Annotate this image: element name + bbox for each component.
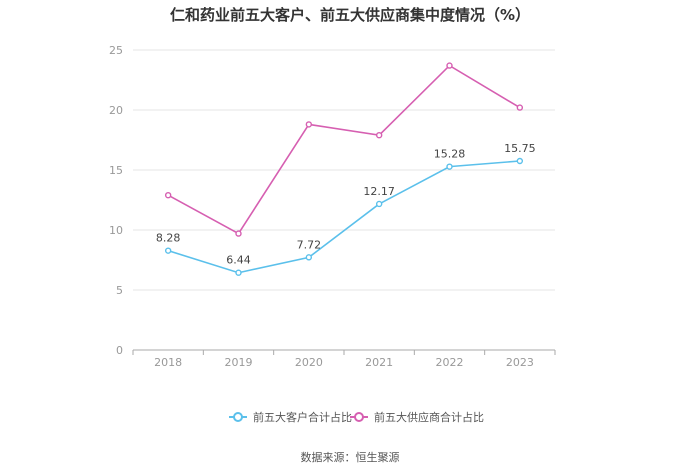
y-tick-label: 0 (116, 344, 123, 357)
x-tick-label: 2019 (225, 356, 253, 369)
legend-marker-0 (233, 412, 243, 422)
grid (133, 49, 555, 291)
x-tick-label: 2022 (436, 356, 464, 369)
y-tick-label: 25 (109, 44, 123, 57)
data-point (446, 163, 453, 170)
x-tick-label: 2020 (295, 356, 323, 369)
data-label: 6.44 (226, 254, 251, 267)
x-tick-label: 2023 (506, 356, 534, 369)
x-tick-label: 2021 (365, 356, 393, 369)
series-line-0 (167, 160, 520, 274)
y-tick-label: 10 (109, 224, 123, 237)
data-point (375, 200, 383, 208)
data-labels: 8.28 6.44 7.72 12.17 15.28 15.75 (156, 142, 536, 267)
legend-label-1: 前五大供应商合计占比 (374, 410, 484, 424)
y-tick-label: 15 (109, 164, 123, 177)
data-point (446, 62, 453, 69)
y-tick-label: 20 (109, 104, 123, 117)
data-point (235, 269, 242, 276)
data-point (375, 131, 383, 139)
data-point (235, 230, 242, 237)
series-line-1 (167, 64, 521, 235)
legend-label-0: 前五大客户合计占比 (253, 410, 352, 424)
data-label: 15.28 (434, 148, 466, 161)
chart-title: 仁和药业前五大客户、前五大供应商集中度情况（%） (170, 6, 530, 24)
legend: 前五大客户合计占比 前五大供应商合计占比 (229, 410, 484, 424)
x-tick-label: 2018 (154, 356, 182, 369)
legend-marker-1 (354, 412, 364, 422)
data-label: 15.75 (504, 142, 536, 155)
data-label: 7.72 (297, 238, 322, 251)
data-point (164, 247, 172, 254)
data-point (305, 121, 313, 128)
data-label: 12.17 (363, 185, 395, 198)
data-point (164, 191, 172, 199)
y-tick-label: 5 (116, 284, 123, 297)
axes: 0 5 10 15 20 25 2018 2019 2020 2021 2022 2023 (109, 44, 556, 369)
data-point (516, 157, 524, 165)
data-point (516, 104, 524, 111)
data-point (305, 254, 313, 261)
source-note: 数据来源：恒生聚源 (301, 450, 400, 464)
data-label: 8.28 (156, 232, 181, 245)
series (164, 62, 524, 276)
